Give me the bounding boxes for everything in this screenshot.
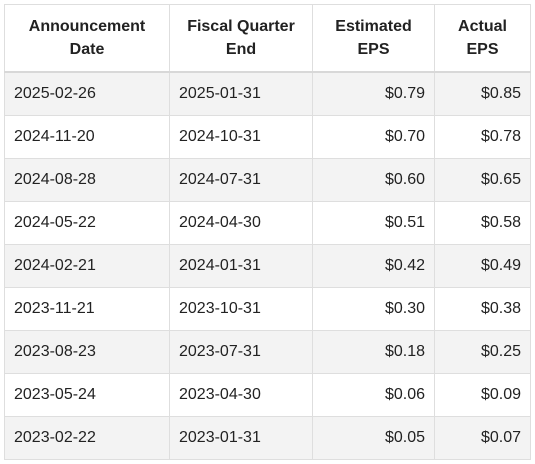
column-header-actual-eps[interactable]: Actual EPS	[434, 4, 531, 73]
actual-eps-cell: $0.38	[434, 287, 531, 331]
actual-eps-cell: $0.49	[434, 244, 531, 288]
fiscal-quarter-end-cell: 2024-07-31	[169, 158, 313, 202]
actual-eps-cell: $0.65	[434, 158, 531, 202]
announcement-date-cell: 2025-02-26	[4, 71, 170, 116]
announcement-date-cell: 2023-08-23	[4, 330, 170, 374]
estimated-eps-cell: $0.70	[312, 115, 435, 159]
estimated-eps-cell: $0.60	[312, 158, 435, 202]
actual-eps-cell: $0.85	[434, 71, 531, 116]
fiscal-quarter-end-cell: 2023-07-31	[169, 330, 313, 374]
estimated-eps-cell: $0.79	[312, 71, 435, 116]
column-header-fiscal-quarter-end[interactable]: Fiscal Quarter End	[169, 4, 313, 73]
table-row: 2024-08-28 2024-07-31 $0.60 $0.65	[4, 158, 531, 202]
table-row: 2024-02-21 2024-01-31 $0.42 $0.49	[4, 244, 531, 288]
actual-eps-cell: $0.09	[434, 373, 531, 417]
table-row: 2023-02-22 2023-01-31 $0.05 $0.07	[4, 416, 531, 460]
fiscal-quarter-end-cell: 2024-01-31	[169, 244, 313, 288]
estimated-eps-cell: $0.30	[312, 287, 435, 331]
actual-eps-cell: $0.07	[434, 416, 531, 460]
announcement-date-cell: 2024-08-28	[4, 158, 170, 202]
header-row: Announcement Date Fiscal Quarter End Est…	[4, 4, 531, 73]
fiscal-quarter-end-cell: 2023-10-31	[169, 287, 313, 331]
estimated-eps-cell: $0.51	[312, 201, 435, 245]
table-row: 2024-11-20 2024-10-31 $0.70 $0.78	[4, 115, 531, 159]
announcement-date-cell: 2024-11-20	[4, 115, 170, 159]
table-body: 2025-02-26 2025-01-31 $0.79 $0.85 2024-1…	[4, 71, 531, 460]
announcement-date-cell: 2023-11-21	[4, 287, 170, 331]
estimated-eps-cell: $0.06	[312, 373, 435, 417]
announcement-date-cell: 2024-05-22	[4, 201, 170, 245]
estimated-eps-cell: $0.42	[312, 244, 435, 288]
table-row: 2024-05-22 2024-04-30 $0.51 $0.58	[4, 201, 531, 245]
table-row: 2023-11-21 2023-10-31 $0.30 $0.38	[4, 287, 531, 331]
fiscal-quarter-end-cell: 2023-04-30	[169, 373, 313, 417]
column-header-announcement-date[interactable]: Announcement Date	[4, 4, 170, 73]
announcement-date-cell: 2024-02-21	[4, 244, 170, 288]
announcement-date-cell: 2023-05-24	[4, 373, 170, 417]
fiscal-quarter-end-cell: 2025-01-31	[169, 71, 313, 116]
column-header-estimated-eps[interactable]: Estimated EPS	[312, 4, 435, 73]
table-header: Announcement Date Fiscal Quarter End Est…	[4, 4, 531, 73]
earnings-table: Announcement Date Fiscal Quarter End Est…	[4, 4, 531, 460]
table-row: 2023-05-24 2023-04-30 $0.06 $0.09	[4, 373, 531, 417]
fiscal-quarter-end-cell: 2024-10-31	[169, 115, 313, 159]
table-row: 2025-02-26 2025-01-31 $0.79 $0.85	[4, 71, 531, 116]
announcement-date-cell: 2023-02-22	[4, 416, 170, 460]
estimated-eps-cell: $0.18	[312, 330, 435, 374]
actual-eps-cell: $0.78	[434, 115, 531, 159]
estimated-eps-cell: $0.05	[312, 416, 435, 460]
table-row: 2023-08-23 2023-07-31 $0.18 $0.25	[4, 330, 531, 374]
fiscal-quarter-end-cell: 2024-04-30	[169, 201, 313, 245]
actual-eps-cell: $0.58	[434, 201, 531, 245]
actual-eps-cell: $0.25	[434, 330, 531, 374]
fiscal-quarter-end-cell: 2023-01-31	[169, 416, 313, 460]
